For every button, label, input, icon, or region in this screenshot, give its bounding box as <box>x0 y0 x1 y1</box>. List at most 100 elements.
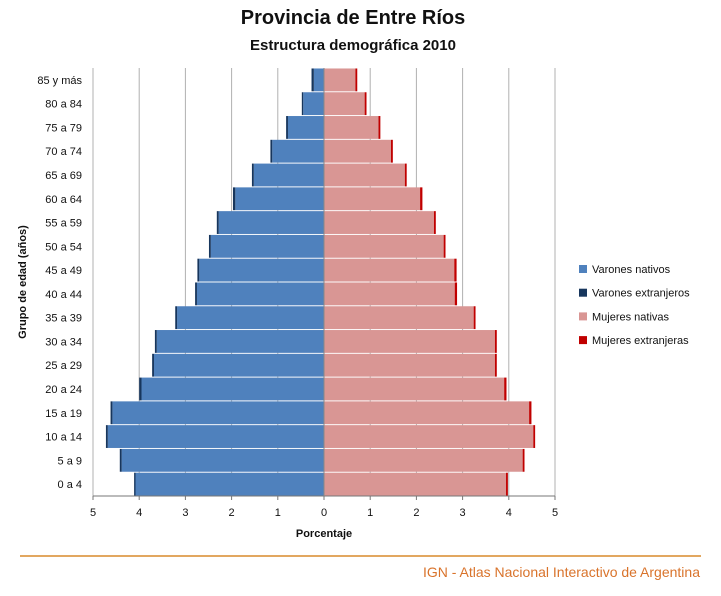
chart-title: Provincia de Entre Ríos <box>241 7 466 29</box>
bar-mujeres-extranjeras-2 <box>533 425 536 448</box>
bar-mujeres-nativas-12 <box>324 187 421 211</box>
bar-varones-extranjeros-3 <box>110 401 113 425</box>
bar-mujeres-nativas-14 <box>324 139 391 163</box>
bar-varones-extranjeros-6 <box>154 330 157 353</box>
bar-mujeres-extranjeras-10 <box>443 234 446 258</box>
x-axis-title: Porcentaje <box>296 528 352 540</box>
y-tick-label: 45 a 49 <box>45 265 82 277</box>
legend-label: Mujeres extranjeras <box>592 335 689 347</box>
legend-swatch <box>579 288 587 297</box>
bar-varones-nativos-15 <box>287 116 324 139</box>
y-tick-label: 20 a 24 <box>45 384 82 396</box>
bar-varones-extranjeros-16 <box>301 92 304 116</box>
gridlines <box>92 68 556 496</box>
bar-mujeres-extranjeras-0 <box>506 472 508 496</box>
bar-varones-nativos-12 <box>235 187 324 211</box>
bar-mujeres-extranjeras-15 <box>378 116 381 139</box>
footer-credit: IGN - Atlas Nacional Interactivo de Arge… <box>423 564 700 580</box>
bar-varones-nativos-17 <box>313 68 324 92</box>
legend-swatch <box>579 312 587 321</box>
bar-mujeres-nativas-6 <box>324 330 495 353</box>
legend: Varones nativos Varones extranjeros Mujere… <box>579 264 690 347</box>
bar-varones-nativos-3 <box>112 401 325 425</box>
y-tick-label: 70 a 74 <box>45 146 82 158</box>
bar-mujeres-extranjeras-3 <box>529 401 532 425</box>
bar-mujeres-extranjeras-13 <box>404 163 407 187</box>
y-tick-label: 40 a 44 <box>45 289 82 301</box>
bar-mujeres-extranjeras-9 <box>454 258 457 282</box>
bar-varones-extranjeros-14 <box>270 139 273 163</box>
y-axis-title: Grupo de edad (años) <box>17 225 29 339</box>
bar-mujeres-nativas-10 <box>324 234 444 258</box>
legend-swatch <box>579 336 587 345</box>
bar-varones-extranjeros-5 <box>152 353 154 377</box>
y-tick-label: 50 a 54 <box>45 241 82 253</box>
bar-varones-nativos-9 <box>199 258 324 282</box>
bar-varones-extranjeros-12 <box>232 187 236 211</box>
bar-varones-nativos-8 <box>196 282 324 306</box>
y-tick-label: 55 a 59 <box>45 218 82 230</box>
y-tick-label: 85 y más <box>37 75 82 87</box>
x-tick-label: 4 <box>136 507 142 519</box>
bar-varones-nativos-7 <box>177 306 324 330</box>
x-tick-label: 4 <box>506 507 512 519</box>
y-tick-label: 15 a 19 <box>45 408 82 420</box>
x-tick-label: 2 <box>229 507 235 519</box>
x-tick-label: 2 <box>413 507 419 519</box>
bar-varones-extranjeros-15 <box>286 116 288 139</box>
bar-mujeres-nativas-0 <box>324 472 507 496</box>
bar-mujeres-nativas-1 <box>324 448 523 472</box>
bar-mujeres-extranjeras-1 <box>522 448 525 472</box>
x-tick-label: 5 <box>90 507 96 519</box>
bar-varones-extranjeros-7 <box>175 306 178 330</box>
bar-mujeres-nativas-4 <box>324 377 505 401</box>
bar-varones-nativos-11 <box>218 211 324 234</box>
bar-mujeres-extranjeras-16 <box>364 92 367 116</box>
bar-mujeres-nativas-13 <box>324 163 405 187</box>
bar-varones-nativos-2 <box>107 425 324 448</box>
bar-mujeres-nativas-3 <box>324 401 530 425</box>
y-tick-label: 60 a 64 <box>45 194 82 206</box>
x-tick-label: 1 <box>367 507 373 519</box>
bar-varones-extranjeros-1 <box>119 448 122 472</box>
y-tick-label: 0 a 4 <box>58 479 82 491</box>
y-tick-label: 30 a 34 <box>45 336 82 348</box>
bar-varones-extranjeros-10 <box>208 234 211 258</box>
bar-mujeres-nativas-11 <box>324 211 434 234</box>
chart-subtitle: Estructura demográfica 2010 <box>250 37 456 54</box>
bar-mujeres-extranjeras-7 <box>473 306 476 330</box>
bar-mujeres-extranjeras-4 <box>504 377 507 401</box>
bar-mujeres-extranjeras-12 <box>420 187 423 211</box>
x-tick-labels: 5 4 3 2 1 0 1 2 3 4 5 <box>90 507 558 519</box>
bar-mujeres-nativas-15 <box>324 116 379 139</box>
bar-varones-nativos-1 <box>121 448 324 472</box>
bar-mujeres-nativas-7 <box>324 306 474 330</box>
x-tick-label: 3 <box>182 507 188 519</box>
y-tick-label: 35 a 39 <box>45 313 82 325</box>
y-tick-label: 80 a 84 <box>45 99 82 111</box>
bar-varones-nativos-14 <box>272 139 324 163</box>
bar-varones-nativos-5 <box>153 353 324 377</box>
bar-varones-extranjeros-0 <box>134 472 136 496</box>
x-tick-label: 1 <box>275 507 281 519</box>
bar-varones-nativos-6 <box>156 330 324 353</box>
legend-label: Varones nativos <box>592 264 671 276</box>
y-tick-label: 10 a 14 <box>45 432 82 444</box>
bar-varones-extranjeros-8 <box>195 282 197 306</box>
bar-mujeres-nativas-16 <box>324 92 365 116</box>
y-tick-label: 25 a 29 <box>45 360 82 372</box>
bar-varones-nativos-16 <box>303 92 324 116</box>
bar-mujeres-nativas-9 <box>324 258 455 282</box>
bar-mujeres-nativas-17 <box>324 68 356 92</box>
bar-varones-extranjeros-17 <box>311 68 314 92</box>
y-tick-label: 5 a 9 <box>58 455 82 467</box>
bar-varones-nativos-10 <box>210 234 324 258</box>
bar-varones-extranjeros-13 <box>251 163 254 187</box>
bar-mujeres-extranjeras-17 <box>355 68 358 92</box>
bar-varones-extranjeros-9 <box>197 258 200 282</box>
y-tick-label: 75 a 79 <box>45 122 82 134</box>
bar-varones-nativos-13 <box>253 163 324 187</box>
axes-group <box>92 68 556 500</box>
